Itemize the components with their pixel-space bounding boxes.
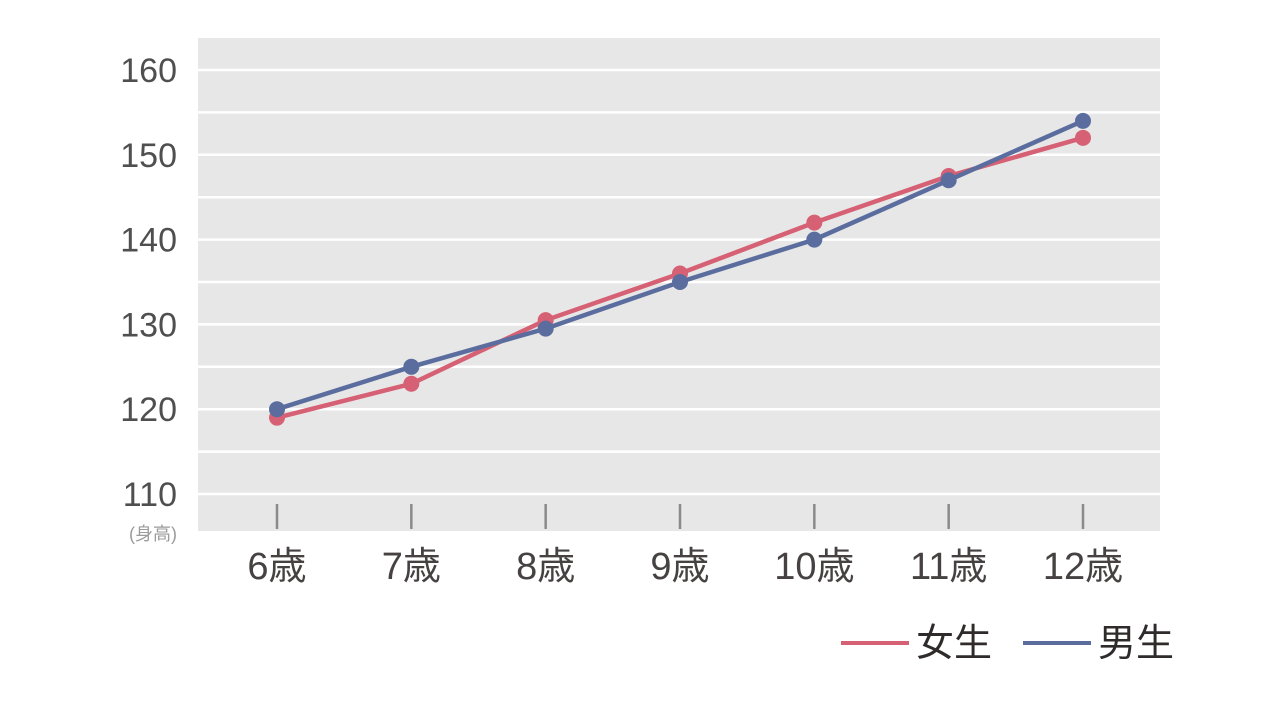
- y-axis-label: 120: [120, 391, 177, 429]
- data-point-男生-12歳: [1075, 112, 1091, 129]
- series-lines: [269, 112, 1091, 426]
- legend: 女生 男生: [841, 623, 1174, 665]
- data-point-男生-6歳: [269, 401, 285, 418]
- x-axis-label: 7歳: [382, 546, 441, 588]
- data-point-女生-7歳: [403, 375, 420, 392]
- legend-label-boys: 男生: [1098, 623, 1174, 665]
- data-point-男生-7歳: [403, 358, 420, 375]
- data-point-男生-10歳: [806, 231, 823, 248]
- y-axis-label: 150: [120, 137, 177, 175]
- legend-label-girls: 女生: [916, 623, 992, 665]
- x-ticks: [275, 504, 1085, 529]
- x-axis-label: 6歳: [247, 546, 306, 588]
- x-axis-labels: 6歳 7歳 8歳 9歳 10歳 11歳 12歳: [247, 546, 1123, 588]
- data-point-女生-10歳: [806, 214, 823, 231]
- y-axis-label: 140: [120, 222, 177, 260]
- data-point-男生-11歳: [940, 172, 957, 189]
- data-point-男生-9歳: [672, 274, 688, 290]
- x-axis-label: 10歳: [774, 546, 854, 588]
- x-axis-label: 11歳: [910, 546, 987, 588]
- y-axis-unit-label: (身高): [129, 524, 177, 544]
- y-axis-labels: 110 120 130 140 150 160: [120, 52, 177, 514]
- y-axis-label: 110: [123, 476, 177, 514]
- data-point-女生-12歳: [1075, 129, 1091, 146]
- y-axis-label: 160: [120, 52, 177, 90]
- x-axis-label: 8歳: [516, 546, 575, 588]
- y-axis-label: 130: [120, 306, 177, 344]
- data-point-男生-8歳: [537, 320, 554, 337]
- x-axis-label: 12歳: [1043, 546, 1123, 588]
- x-axis-label: 9歳: [650, 546, 709, 588]
- gridlines: [198, 68, 1160, 496]
